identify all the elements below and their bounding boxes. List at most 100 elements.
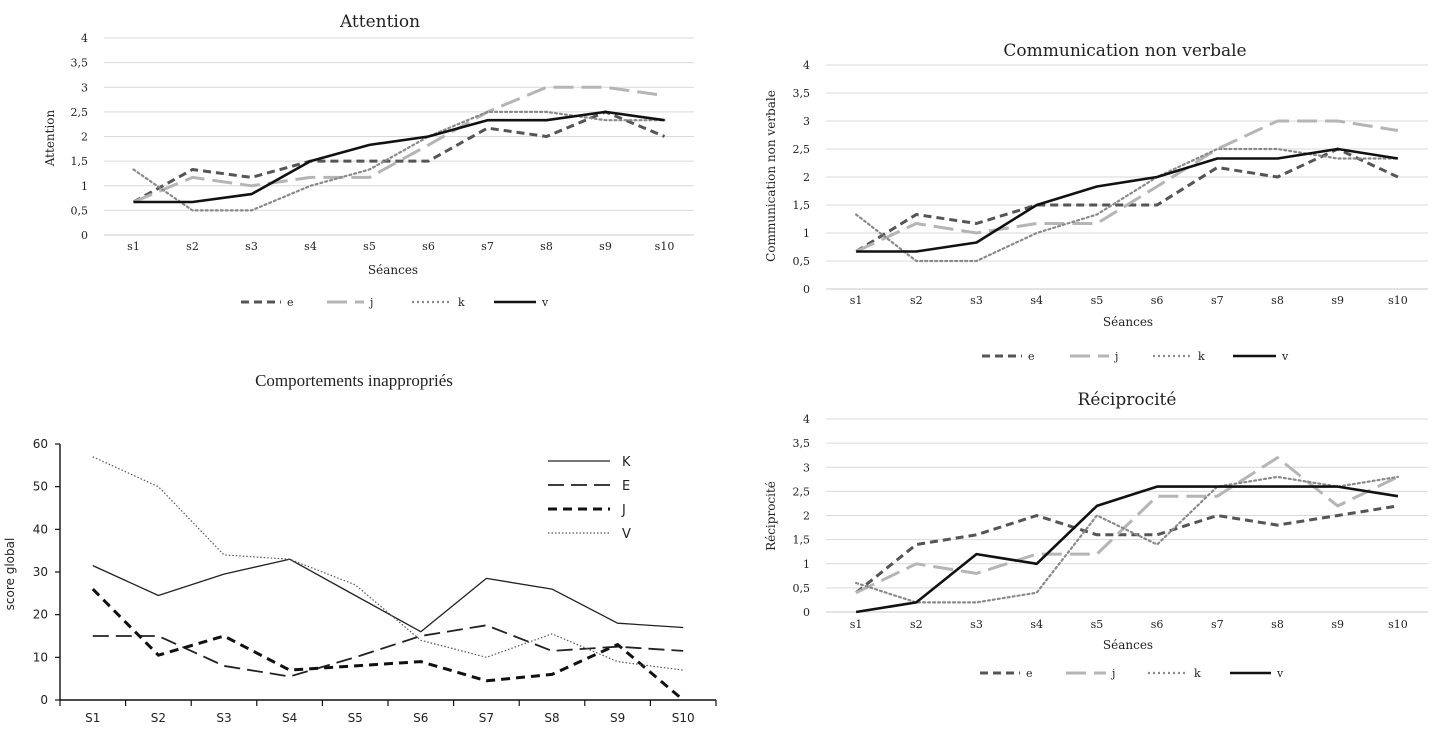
x-tick-label: s10	[1388, 618, 1408, 631]
y-tick-label: 2,5	[793, 143, 811, 156]
y-tick-label: 0,5	[71, 204, 89, 217]
series-line-E	[92, 624, 684, 678]
y-tick-label: 3	[803, 115, 810, 128]
y-tick-label: 1,5	[793, 534, 811, 547]
y-tick-label: 2,5	[71, 106, 89, 119]
chart-reciprocite: Réciprocité 0 0,5 1 1,5 2 2,5 3 3,5 4 s1 s2 s3 s4 s5 s6…	[764, 390, 1428, 680]
chart-title: Comportements inappropriés	[255, 371, 453, 390]
y-tick-label: 3,5	[793, 437, 811, 450]
y-tick-label: 20	[33, 608, 48, 622]
chart-title: Réciprocité	[1078, 390, 1177, 410]
x-tick-label: s7	[1211, 618, 1224, 631]
legend-label-k: k	[1198, 350, 1205, 363]
y-tick-label: 3	[81, 81, 88, 94]
x-tick-label: s9	[1331, 294, 1344, 307]
x-tick-label: s8	[1271, 618, 1284, 631]
chart-comportements: Comportements inappropriés 0 10 20 30 40 50 60 S…	[3, 371, 717, 725]
x-tick-label: s3	[245, 240, 258, 253]
y-tick-label: 2	[81, 131, 88, 144]
legend-label-k: k	[1194, 667, 1201, 680]
x-tick-label: s7	[481, 240, 494, 253]
legend-label-K: K	[622, 455, 631, 470]
legend-label-k: k	[458, 296, 465, 309]
x-tick-label: s3	[970, 294, 983, 307]
y-axis-title: Communication non verbale	[764, 90, 778, 262]
x-tick-label: s9	[1331, 618, 1344, 631]
series-line-K	[92, 558, 684, 633]
y-tick-label: 0,5	[793, 255, 811, 268]
x-tick-label: S1	[85, 711, 100, 725]
y-tick-label: 1	[803, 227, 810, 240]
y-tick-label: 0	[40, 693, 48, 707]
chart-title: Attention	[339, 12, 420, 32]
y-tick-label: 1	[803, 558, 810, 571]
x-tick-label: s8	[1271, 294, 1284, 307]
x-tick-label: S2	[151, 711, 166, 725]
x-tick-label: S5	[348, 711, 363, 725]
chart-attention: Attention 0 0,5 1 1,5 2 2,5 3 3,5 4 s1 s2 s3 s4 s5 s6 s7…	[43, 12, 694, 309]
x-tick-label: s1	[850, 294, 863, 307]
legend-label-j: j	[368, 296, 373, 309]
legend-label-e: e	[1028, 350, 1035, 363]
legend-label-e: e	[287, 296, 294, 309]
legend-label-j: j	[1113, 350, 1118, 363]
legend-label-V: V	[622, 527, 631, 542]
series-line-j	[855, 119, 1399, 253]
legend-label-j: j	[1110, 667, 1115, 680]
y-tick-label: 0,5	[793, 582, 811, 595]
x-tick-label: s6	[1151, 294, 1164, 307]
legend-label-E: E	[622, 479, 630, 494]
x-tick-label: s2	[910, 294, 923, 307]
x-tick-label: s10	[1388, 294, 1408, 307]
x-tick-label: s1	[850, 618, 863, 631]
y-tick-label: 3,5	[793, 87, 811, 100]
x-tick-label: s8	[540, 240, 553, 253]
series-line-e	[855, 504, 1399, 594]
x-tick-label: s2	[186, 240, 199, 253]
x-tick-label: S7	[479, 711, 494, 725]
x-tick-label: s4	[1030, 294, 1043, 307]
x-tick-label: S10	[672, 711, 695, 725]
series-line-e	[132, 110, 666, 204]
x-tick-label: s6	[1151, 618, 1164, 631]
series-line-j	[132, 85, 665, 204]
legend-label-v: v	[1281, 350, 1289, 363]
x-tick-label: S4	[282, 711, 297, 725]
legend-label-e: e	[1026, 667, 1033, 680]
y-tick-label: 60	[33, 437, 48, 451]
y-tick-label: 0	[803, 283, 810, 296]
series-line-J	[91, 588, 685, 702]
series-line-v	[855, 485, 1399, 614]
y-tick-label: 2	[803, 171, 810, 184]
y-tick-label: 2,5	[793, 485, 811, 498]
legend-label-J: J	[621, 503, 626, 518]
x-tick-label: s7	[1211, 294, 1224, 307]
y-tick-label: 4	[81, 32, 88, 45]
x-tick-label: S9	[610, 711, 625, 725]
y-tick-label: 40	[33, 522, 48, 536]
x-axis-title: Séances	[368, 263, 418, 277]
series-line-V	[92, 456, 684, 671]
y-tick-label: 4	[803, 413, 810, 426]
series-line-j	[855, 456, 1399, 595]
y-axis-title: Attention	[43, 109, 57, 167]
y-tick-label: 3	[803, 461, 810, 474]
series-line-e	[855, 147, 1399, 253]
x-tick-label: s5	[1091, 294, 1104, 307]
y-tick-label: 0	[81, 229, 88, 242]
x-tick-label: s1	[127, 240, 140, 253]
y-axis-title: score global	[3, 538, 17, 611]
y-tick-label: 1,5	[793, 199, 811, 212]
y-tick-label: 10	[33, 650, 48, 664]
x-tick-label: s9	[599, 240, 612, 253]
y-tick-label: 3,5	[71, 57, 89, 70]
x-tick-label: s5	[363, 240, 376, 253]
chart-communication: Communication non verbale 0 0,5 1 1,5 2 2,5 3 3,…	[764, 41, 1428, 363]
x-tick-label: s10	[655, 240, 675, 253]
y-tick-label: 50	[33, 480, 48, 494]
chart-title: Communication non verbale	[1003, 41, 1246, 61]
x-tick-label: s5	[1091, 618, 1104, 631]
y-tick-label: 2	[803, 510, 810, 523]
x-axis-title: Séances	[1103, 638, 1153, 652]
